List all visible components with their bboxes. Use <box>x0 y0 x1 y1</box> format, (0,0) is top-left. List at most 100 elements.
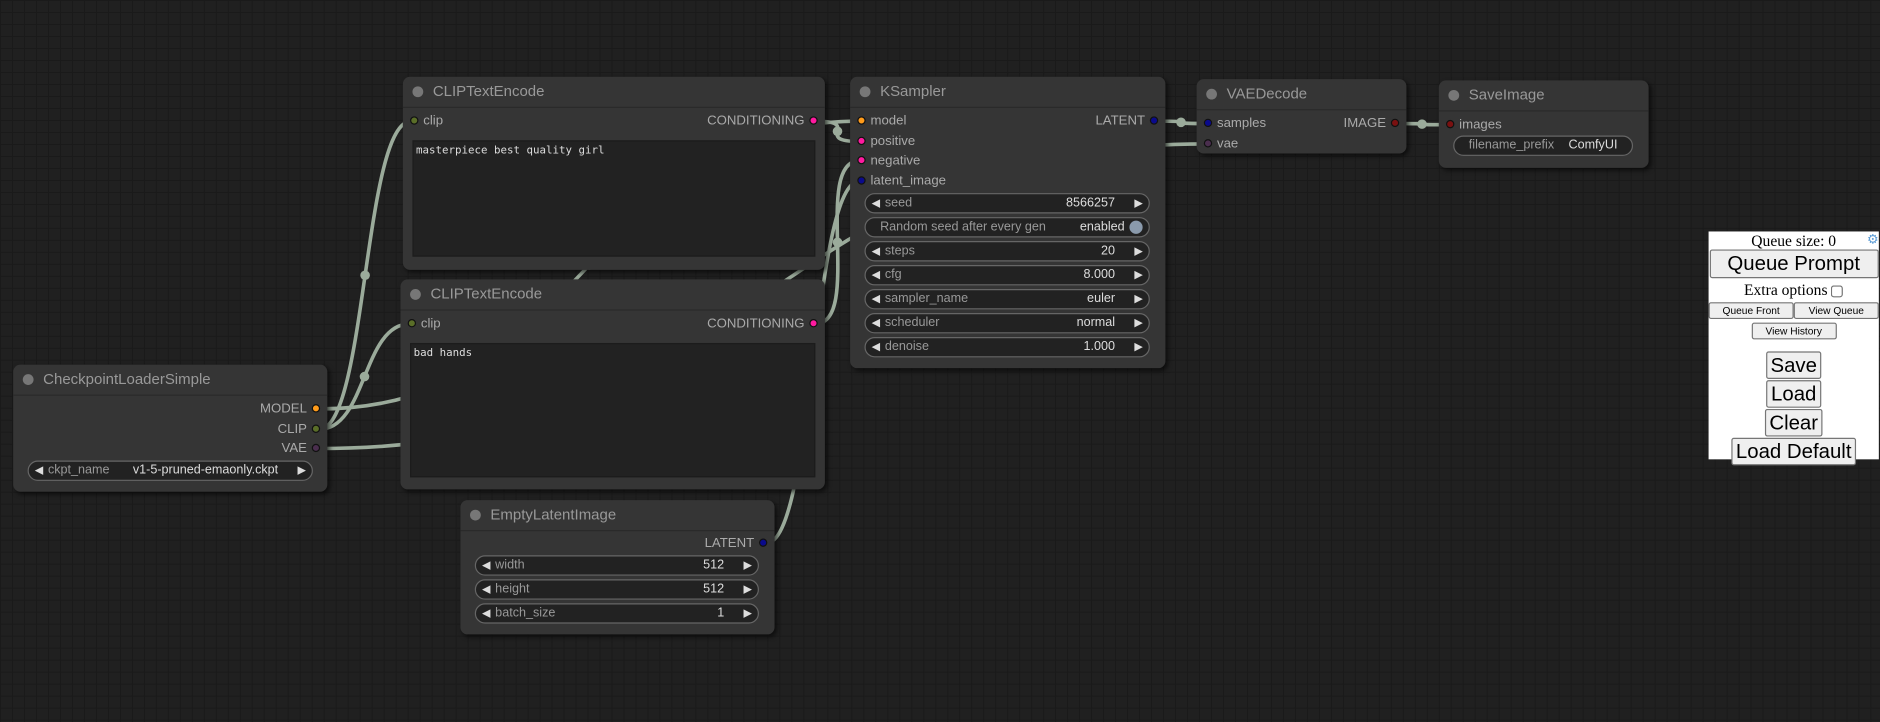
input-pin-icon[interactable] <box>857 116 866 125</box>
input-pin-icon[interactable] <box>407 319 417 328</box>
node-title[interactable]: SaveImage <box>1438 80 1649 112</box>
collapse-dot-icon[interactable] <box>1448 89 1460 101</box>
input-slot-vae[interactable]: vae <box>1200 137 1238 151</box>
widget-sampler-name[interactable]: ◀ ▶ sampler_name euler <box>864 289 1150 310</box>
input-slot-images[interactable]: images <box>1442 118 1502 132</box>
node-title[interactable]: VAEDecode <box>1196 79 1407 111</box>
link-midpoint-handle[interactable] <box>1417 119 1427 129</box>
output-slot-conditioning[interactable]: CONDITIONING <box>707 317 821 331</box>
view-queue-button[interactable]: View Queue <box>1793 302 1879 320</box>
widget-filename-prefix[interactable]: filename_prefix ComfyUI <box>1453 135 1634 156</box>
input-slot-model[interactable]: model <box>854 114 906 128</box>
node-latent[interactable]: EmptyLatentImage LATENT ◀ ▶ width 512 ◀ ▶ height… <box>460 500 775 635</box>
node-ckpt[interactable]: CheckpointLoaderSimple MODEL CLIP VAE ◀ ▶ ckpt… <box>13 364 328 492</box>
widget-cfg[interactable]: ◀ ▶ cfg 8.000 <box>864 265 1150 286</box>
collapse-dot-icon[interactable] <box>1206 88 1217 100</box>
output-slot-clip[interactable]: CLIP <box>278 422 324 437</box>
input-pin-icon[interactable] <box>1203 139 1213 148</box>
output-pin-icon[interactable] <box>758 538 768 547</box>
output-pin-icon[interactable] <box>311 404 321 413</box>
decrement-arrow-icon[interactable]: ◀ <box>871 340 880 353</box>
link-midpoint-handle[interactable] <box>359 371 370 382</box>
node-title[interactable]: KSampler <box>850 77 1166 108</box>
widget-width[interactable]: ◀ ▶ width 512 <box>474 555 759 576</box>
output-pin-icon[interactable] <box>311 424 321 433</box>
node-title[interactable]: CheckpointLoaderSimple <box>13 365 328 396</box>
input-pin-icon[interactable] <box>857 136 866 146</box>
node-vaedecode[interactable]: VAEDecode samples vae IMAGE <box>1196 79 1407 154</box>
queue-prompt-button[interactable]: Queue Prompt <box>1709 249 1879 279</box>
widget-batch-size[interactable]: ◀ ▶ batch_size 1 <box>474 603 759 624</box>
input-slot-latent-image[interactable]: latent_image <box>854 174 946 188</box>
node-title[interactable]: CLIPTextEncode <box>400 279 825 311</box>
output-slot-image[interactable]: IMAGE <box>1344 116 1403 131</box>
increment-arrow-icon[interactable]: ▶ <box>1134 292 1143 305</box>
link-midpoint-handle[interactable] <box>832 126 843 137</box>
increment-arrow-icon[interactable]: ▶ <box>297 464 306 477</box>
node-ksampler[interactable]: KSampler model positive negative latent_imag… <box>850 76 1166 369</box>
input-slot-clip[interactable]: clip <box>406 114 443 128</box>
widget-random-seed-after-every-gen[interactable]: Random seed after every gen enabled <box>864 217 1150 238</box>
node-title[interactable]: CLIPTextEncode <box>402 77 825 108</box>
gear-icon[interactable]: ⚙ <box>1866 232 1879 248</box>
output-slot-model[interactable]: MODEL <box>260 402 324 416</box>
view-history-button[interactable]: View History <box>1751 322 1837 340</box>
link-midpoint-handle[interactable] <box>360 270 370 281</box>
output-pin-icon[interactable] <box>809 319 818 328</box>
widget-scheduler[interactable]: ◀ ▶ scheduler normal <box>864 313 1150 334</box>
widget-steps[interactable]: ◀ ▶ steps 20 <box>864 241 1150 262</box>
input-pin-icon[interactable] <box>857 176 866 185</box>
widget-denoise[interactable]: ◀ ▶ denoise 1.000 <box>864 337 1150 358</box>
output-slot-vae[interactable]: VAE <box>282 441 324 456</box>
extra-options-checkbox[interactable] <box>1831 285 1844 298</box>
increment-arrow-icon[interactable]: ▶ <box>1134 316 1143 329</box>
node-clip-neg[interactable]: CLIPTextEncode clip CONDITIONING bad hands <box>400 279 825 490</box>
widget-height[interactable]: ◀ ▶ height 512 <box>474 579 759 600</box>
collapse-dot-icon[interactable] <box>22 374 34 385</box>
output-slot-latent[interactable]: LATENT <box>1095 114 1161 128</box>
node-clip-pos[interactable]: CLIPTextEncode clip CONDITIONING masterpiec… <box>402 76 825 270</box>
clear-button[interactable]: Clear <box>1764 408 1823 437</box>
increment-arrow-icon[interactable]: ▶ <box>743 558 752 571</box>
decrement-arrow-icon[interactable]: ◀ <box>481 558 491 571</box>
output-pin-icon[interactable] <box>1390 118 1400 128</box>
decrement-arrow-icon[interactable]: ◀ <box>34 464 44 477</box>
increment-arrow-icon[interactable]: ▶ <box>743 606 752 619</box>
output-pin-icon[interactable] <box>1149 116 1159 125</box>
increment-arrow-icon[interactable]: ▶ <box>1134 268 1143 281</box>
collapse-dot-icon[interactable] <box>410 289 421 300</box>
save-button[interactable]: Save <box>1765 351 1822 379</box>
queue-front-button[interactable]: Queue Front <box>1708 302 1794 320</box>
output-slot-conditioning[interactable]: CONDITIONING <box>707 114 821 128</box>
node-title[interactable]: EmptyLatentImage <box>460 500 775 532</box>
link-midpoint-handle[interactable] <box>1176 117 1186 128</box>
output-pin-icon[interactable] <box>311 443 321 453</box>
input-pin-icon[interactable] <box>1203 118 1213 128</box>
decrement-arrow-icon[interactable]: ◀ <box>871 292 880 305</box>
input-slot-positive[interactable]: positive <box>854 134 915 149</box>
input-pin-icon[interactable] <box>1445 119 1455 129</box>
collapse-dot-icon[interactable] <box>412 86 424 98</box>
load-default-button[interactable]: Load Default <box>1731 437 1857 466</box>
collapse-dot-icon[interactable] <box>470 509 481 521</box>
increment-arrow-icon[interactable]: ▶ <box>743 582 752 595</box>
node-save[interactable]: SaveImage images filename_prefix ComfyUI <box>1438 80 1649 168</box>
input-slot-clip[interactable]: clip <box>404 317 441 331</box>
prompt-textarea[interactable]: bad hands <box>410 342 816 478</box>
increment-arrow-icon[interactable]: ▶ <box>1134 244 1143 257</box>
link-midpoint-handle[interactable] <box>832 237 843 248</box>
input-slot-negative[interactable]: negative <box>854 154 920 168</box>
decrement-arrow-icon[interactable]: ◀ <box>481 606 491 619</box>
increment-arrow-icon[interactable]: ▶ <box>1134 340 1143 353</box>
decrement-arrow-icon[interactable]: ◀ <box>871 268 880 281</box>
output-pin-icon[interactable] <box>809 116 818 125</box>
widget-ckpt-name[interactable]: ◀ ▶ ckpt_name v1-5-pruned-emaonly.ckpt <box>27 460 313 481</box>
collapse-dot-icon[interactable] <box>859 86 871 98</box>
widget-seed[interactable]: ◀ ▶ seed 8566257 <box>864 193 1150 214</box>
input-slot-samples[interactable]: samples <box>1200 116 1266 131</box>
increment-arrow-icon[interactable]: ▶ <box>1134 196 1143 209</box>
decrement-arrow-icon[interactable]: ◀ <box>871 316 880 329</box>
decrement-arrow-icon[interactable]: ◀ <box>481 582 491 595</box>
input-pin-icon[interactable] <box>410 116 419 125</box>
